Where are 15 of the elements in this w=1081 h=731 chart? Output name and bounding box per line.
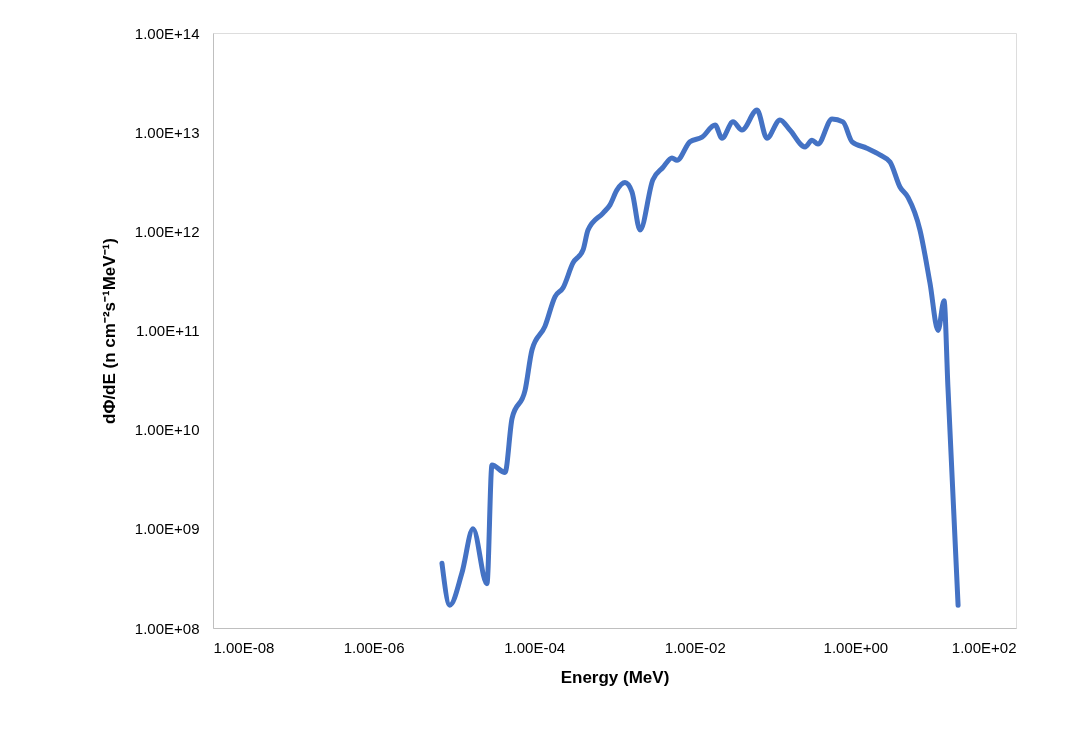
x-axis-title: Energy (MeV): [560, 667, 670, 687]
y-tick-label: 1.00E+11: [135, 322, 200, 339]
y-tick-label: 1.00E+09: [134, 520, 200, 538]
x-tick-label: 1.00E-02: [664, 638, 726, 656]
x-tick-label: 1.00E+02: [951, 638, 1017, 656]
x-tick-label: 1.00E-04: [504, 638, 566, 656]
y-tick-label: 1.00E+13: [134, 123, 200, 141]
x-tick-label: 1.00E-06: [343, 638, 405, 656]
y-tick-label: 1.00E+10: [134, 421, 200, 439]
y-tick-label: 1.00E+08: [134, 619, 200, 637]
x-tick-label: 1.00E-08: [213, 638, 275, 656]
x-tick-label: 1.00E+00: [823, 638, 889, 656]
y-tick-label: 1.00E+14: [134, 24, 200, 42]
y-tick-label: 1.00E+12: [134, 222, 200, 240]
y-axis-title: dΦ/dE (n cm⁻²s⁻¹MeV⁻¹): [99, 238, 119, 424]
